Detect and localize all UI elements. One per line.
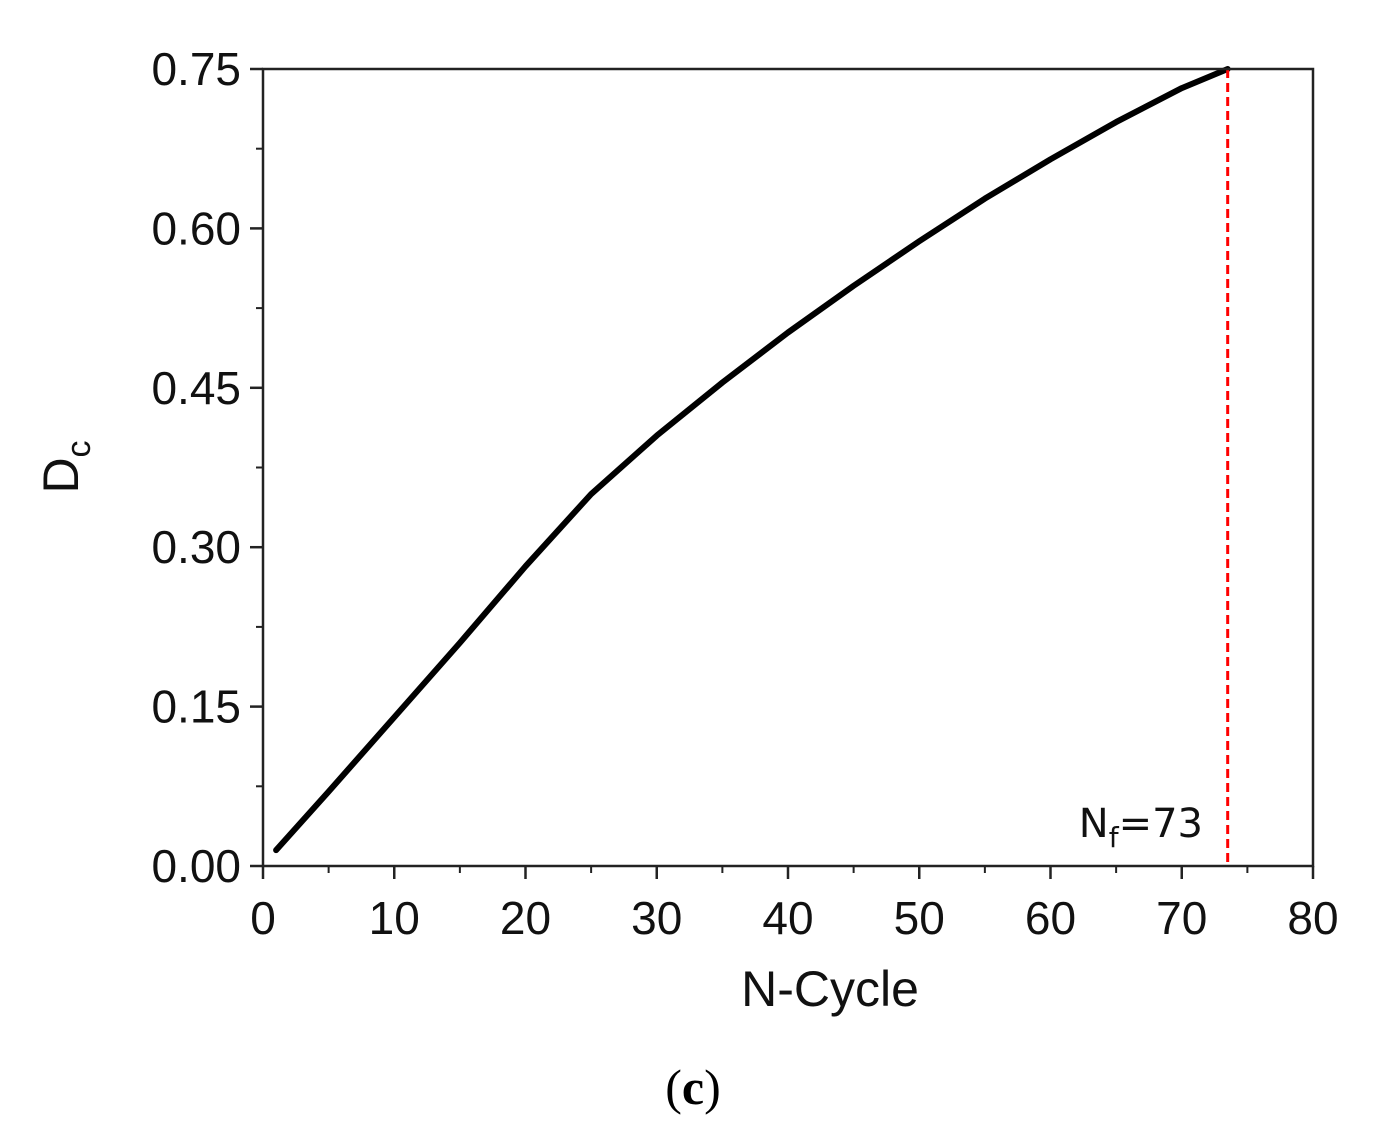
annotation-rest: =73 (1119, 801, 1203, 847)
y-tick-label: 0.75 (151, 43, 241, 95)
y-axis-title-main: D (33, 457, 89, 493)
series-layer (273, 66, 1231, 866)
x-tick-label: 60 (1025, 892, 1076, 944)
x-axis-title: N-Cycle (741, 961, 919, 1017)
annotation-main: N (1079, 801, 1109, 847)
y-axis-title: Dc (33, 440, 98, 493)
x-tick-label: 80 (1287, 892, 1338, 944)
x-tick-label: 0 (250, 892, 276, 944)
panel-label-letter: c (681, 1059, 705, 1115)
y-tick-label: 0.60 (151, 202, 241, 254)
x-axis-ticks: 0 10 20 30 40 50 60 70 80 (250, 866, 1339, 944)
failure-annotation: Nf=73 (1079, 801, 1203, 854)
y-axis-title-sub: c (60, 440, 98, 457)
x-tick-label: 10 (369, 892, 420, 944)
panel-label-close: ) (704, 1059, 721, 1115)
x-tick-label: 40 (762, 892, 813, 944)
plot-frame (261, 67, 1315, 868)
y-tick-label: 0.30 (151, 521, 241, 573)
x-tick-label: 20 (500, 892, 551, 944)
series-line (273, 66, 1231, 854)
x-tick-label: 70 (1156, 892, 1207, 944)
annotation-sub: f (1109, 821, 1120, 854)
y-tick-label: 0.45 (151, 362, 241, 414)
y-tick-label: 0.15 (151, 681, 241, 733)
x-tick-label: 30 (631, 892, 682, 944)
y-tick-label: 0.00 (151, 840, 241, 892)
panel-label-open: ( (665, 1059, 682, 1115)
x-tick-label: 50 (894, 892, 945, 944)
panel-label: (c) (0, 1058, 1386, 1116)
y-axis-ticks: 0.00 0.15 0.30 0.45 0.60 0.75 (151, 43, 263, 892)
